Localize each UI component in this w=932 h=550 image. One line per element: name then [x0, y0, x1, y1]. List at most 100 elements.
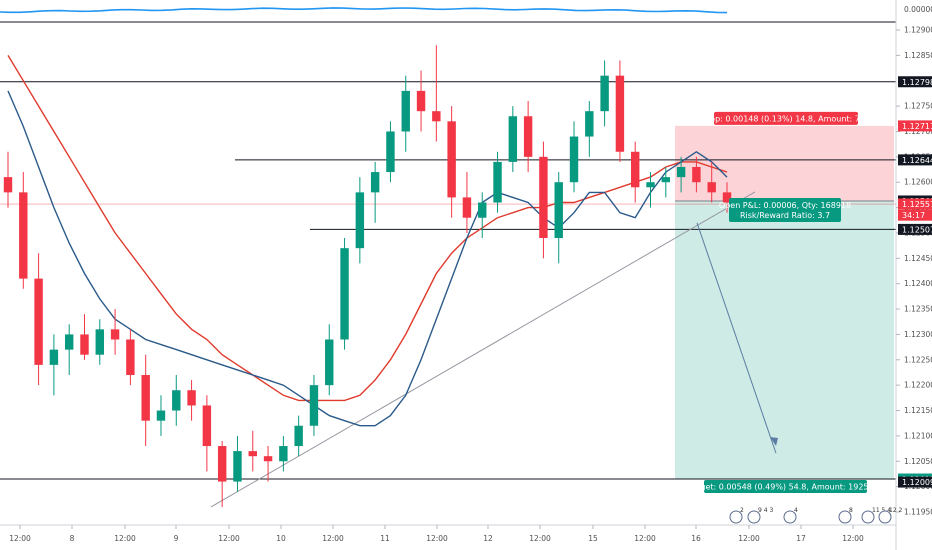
price-tag-box — [898, 209, 932, 221]
event-count-label: 8 — [849, 507, 853, 514]
candle-body — [523, 116, 533, 157]
candle-body — [156, 410, 166, 421]
candle-body — [355, 192, 365, 249]
price-tick-label: 1.12050 — [904, 457, 932, 466]
support-trendline — [210, 191, 756, 508]
price-tick-label: 1.12700 — [904, 127, 932, 136]
candles — [3, 45, 732, 507]
position-labels: Stop: 0.00148 (0.13%) 14.8, Amount: 750 O… — [688, 111, 881, 494]
event-count-label: 12 2 — [889, 507, 903, 514]
price-tag-box — [898, 76, 932, 88]
candle-body — [676, 166, 686, 178]
time-tick-label: 12:00 — [9, 534, 31, 543]
time-tick-label: 12:00 — [114, 534, 136, 543]
event-icons[interactable]: 2 9 4 3 4 8 11 5 412 2 — [729, 507, 903, 524]
price-tag-label: 34:17 — [902, 211, 925, 220]
fast-moving-average — [7, 90, 728, 427]
candle-body — [233, 451, 242, 482]
price-tick-label: 1.12850 — [904, 51, 932, 60]
target-label-box — [704, 480, 867, 494]
economic-event-marker[interactable]: 2 — [729, 507, 744, 524]
target-zone — [675, 200, 894, 480]
candle-body — [569, 136, 579, 183]
price-tick-label: 1.12400 — [904, 279, 932, 288]
price-tags: 1.127981.127111.126441.125631.1255734:17… — [898, 76, 932, 488]
event-count-label: 9 4 3 — [758, 507, 773, 514]
time-tick-label: 10 — [276, 534, 286, 543]
candle-body — [309, 385, 319, 426]
indicator-line — [0, 7, 728, 14]
candle-body — [432, 111, 441, 122]
candle-body — [661, 177, 671, 183]
candle-body — [141, 375, 150, 421]
flag-icon — [861, 510, 875, 524]
candle-body — [325, 339, 334, 386]
price-tick-label: 1.12150 — [904, 406, 932, 415]
candle-body — [80, 334, 89, 355]
price-tag-label: 1.12507 — [902, 225, 932, 234]
candle-body — [416, 90, 426, 112]
event-count-label: 4 — [794, 507, 798, 514]
price-tag-box — [898, 223, 932, 235]
time-tick-label: 12:00 — [218, 534, 240, 543]
pnl-label-box — [729, 197, 841, 222]
time-tick-label: 16 — [691, 534, 701, 543]
indicator-panel: 0.00000 — [0, 5, 932, 14]
candle-body — [692, 166, 701, 183]
candle-body — [187, 390, 196, 406]
time-tick-label: 12:00 — [634, 534, 656, 543]
stop-label: Stop: 0.00148 (0.13%) 14.8, Amount: 750 — [702, 114, 870, 123]
candle-body — [263, 456, 273, 462]
price-tag-box — [898, 198, 932, 210]
time-tick-label: 12 — [483, 534, 493, 543]
candle-body — [554, 182, 563, 239]
candle-body — [447, 121, 456, 198]
candle-body — [294, 425, 303, 447]
horizontal-levels — [0, 81, 896, 480]
price-tick-label: 1.11950 — [904, 508, 932, 517]
flag-icon — [783, 510, 797, 524]
target-label: Target: 0.00548 (0.49%) 54.8, Amount: 19… — [688, 483, 881, 492]
price-tick-label: 1.12250 — [904, 355, 932, 364]
economic-event-marker[interactable]: 11 5 4 — [861, 507, 891, 524]
candle-body — [615, 75, 625, 152]
economic-event-marker[interactable]: 8 — [838, 507, 853, 524]
candle-body — [478, 202, 487, 218]
economic-event-marker[interactable]: 9 4 3 — [747, 507, 773, 524]
time-tick-label: 17 — [796, 534, 806, 543]
time-tick-label: 8 — [70, 534, 75, 543]
event-count-label: 11 5 4 — [872, 507, 891, 514]
time-tick-label: 12:00 — [322, 534, 344, 543]
economic-event-marker[interactable]: 4 — [783, 507, 798, 524]
risk-reward-label: Risk/Reward Ratio: 3.7 — [740, 211, 830, 220]
candle-body — [646, 182, 655, 188]
candle-body — [49, 349, 59, 365]
time-tick-label: 12:00 — [426, 534, 448, 543]
position-zones — [675, 125, 894, 480]
candle-body — [493, 161, 502, 203]
price-tag-label: 1.12644 — [902, 156, 932, 165]
flag-icon — [838, 510, 852, 524]
candle-body — [401, 90, 410, 132]
economic-event-marker[interactable]: 12 2 — [878, 507, 903, 524]
price-tag-label: 1.12798 — [902, 78, 932, 87]
price-axis[interactable]: 1.129001.128501.127501.127001.126501.126… — [896, 26, 932, 517]
price-tick-label: 1.12350 — [904, 305, 932, 314]
pnl-label: Open P&L: 0.00006, Qty: 168918 — [719, 201, 851, 210]
time-tick-label: 12:00 — [842, 534, 864, 543]
time-tick-label: 12:00 — [738, 534, 760, 543]
price-tag-box — [898, 476, 932, 488]
price-tag-box — [898, 154, 932, 166]
candle-body — [462, 197, 472, 218]
flag-icon — [729, 510, 743, 524]
price-tag-box — [898, 120, 932, 132]
candle-body — [585, 111, 594, 137]
flag-icon — [747, 510, 761, 524]
candle-body — [202, 405, 212, 447]
event-count-label: 2 — [740, 507, 744, 514]
time-axis[interactable]: 12:00 8 12:00 9 12:00 10 12:00 11 12:00 12 12:00 15… — [9, 525, 864, 543]
price-tick-label: 1.12600 — [904, 178, 932, 187]
candle-body — [370, 172, 380, 193]
